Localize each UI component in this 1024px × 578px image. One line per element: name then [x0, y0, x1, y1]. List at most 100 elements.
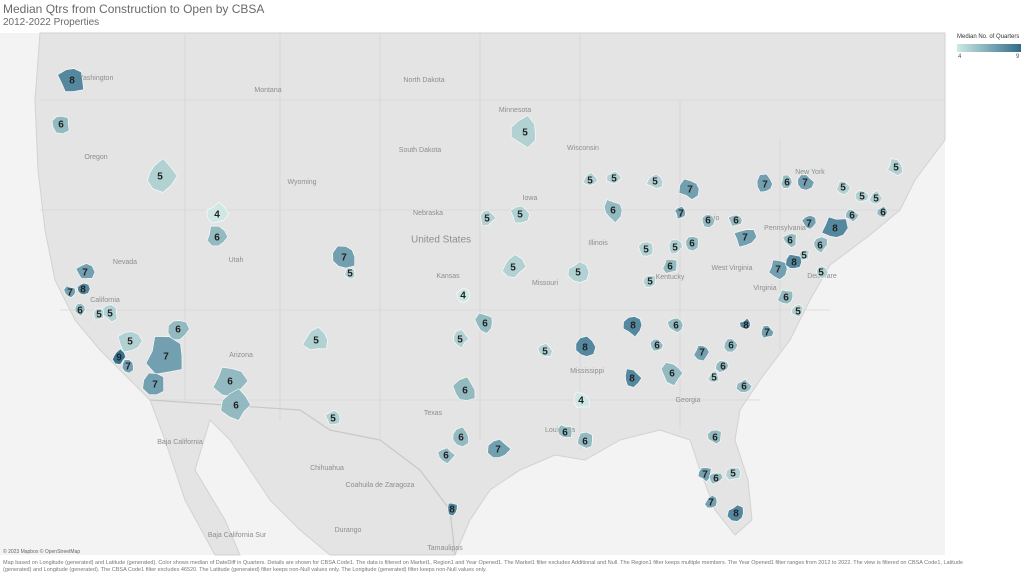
cbsa-region — [575, 335, 597, 357]
cbsa-region — [876, 205, 889, 219]
cbsa-region — [668, 238, 684, 255]
region-label: 5 — [457, 335, 463, 346]
region-label: 5 — [859, 192, 865, 203]
region-label: 6 — [689, 239, 695, 250]
region-label: 6 — [458, 433, 464, 444]
region-label: 6 — [787, 236, 793, 247]
map-label: Montana — [254, 87, 281, 94]
region-label: 8 — [80, 285, 86, 296]
region-label: 5 — [611, 174, 617, 185]
region-label: 9 — [116, 353, 122, 364]
map-label: Georgia — [676, 397, 701, 404]
cbsa-region — [487, 438, 512, 458]
region-label: 4 — [214, 210, 220, 221]
region-label: 5 — [484, 214, 490, 225]
map-label: Kentucky — [656, 274, 685, 281]
map-label: Missouri — [532, 280, 559, 287]
cbsa-region — [816, 265, 829, 279]
cbsa-region — [206, 225, 229, 247]
cbsa-region — [674, 206, 686, 220]
map-label: Wisconsin — [567, 145, 599, 152]
cbsa-region — [649, 338, 664, 352]
cbsa-region — [437, 447, 456, 465]
cbsa-region — [797, 174, 815, 191]
map-label: Tamaulipas — [427, 545, 463, 552]
cbsa-region — [452, 376, 476, 401]
region-label: 6 — [783, 293, 789, 304]
map-label: Mississippi — [570, 368, 604, 375]
region-label: 7 — [82, 268, 88, 279]
cbsa-region — [845, 208, 860, 223]
map-label: North Dakota — [403, 77, 444, 84]
region-label: 6 — [610, 206, 616, 217]
region-label: 5 — [647, 277, 653, 288]
region-label: 6 — [482, 319, 488, 330]
map-label: Baja California Sur — [208, 532, 267, 539]
cbsa-region — [790, 303, 804, 318]
cbsa-region — [704, 494, 718, 509]
legend-min: 4 — [958, 54, 962, 60]
region-label: 7 — [702, 470, 708, 481]
region-label: 4 — [460, 291, 466, 302]
region-label: 5 — [873, 194, 879, 205]
region-label: 7 — [806, 219, 812, 230]
cbsa-region — [474, 312, 493, 334]
map-label: Utah — [229, 257, 244, 264]
region-label: 6 — [214, 233, 220, 244]
cbsa-region — [707, 370, 720, 383]
region-label: 5 — [730, 469, 736, 480]
map-label: Nevada — [113, 259, 137, 266]
cbsa-region — [557, 424, 573, 438]
region-label: 6 — [669, 369, 675, 380]
cbsa-region — [77, 282, 91, 296]
cbsa-region — [502, 254, 527, 278]
map-label: Pennsylvania — [764, 225, 806, 232]
cbsa-region — [112, 348, 127, 365]
cbsa-region — [121, 359, 134, 374]
region-label: 6 — [741, 382, 747, 393]
region-label: 8 — [629, 374, 635, 385]
legend-gradient — [957, 44, 1021, 52]
map-label: South Dakota — [399, 147, 442, 154]
region-label: 5 — [347, 269, 353, 280]
region-label: 8 — [791, 258, 797, 269]
footnote: Map based on Longitude (generated) and L… — [3, 560, 964, 573]
region-label: 5 — [517, 210, 523, 221]
cbsa-region — [332, 245, 356, 269]
title: Median Qtrs from Construction to Open by… — [3, 2, 265, 16]
map-label: Arizona — [229, 352, 253, 359]
region-label: 8 — [630, 321, 636, 332]
region-label: 5 — [510, 263, 516, 274]
cbsa-region — [453, 329, 470, 349]
cbsa-region — [63, 285, 77, 298]
region-label: 5 — [330, 414, 336, 425]
region-label: 7 — [775, 265, 781, 276]
cbsa-region — [582, 172, 599, 186]
cbsa-region — [723, 338, 739, 353]
region-label: 7 — [67, 288, 73, 299]
legend-title: Median No. of Quarters — [957, 34, 1020, 40]
region-label: 5 — [522, 128, 528, 139]
cbsa-region — [637, 241, 654, 257]
region-label: 7 — [495, 445, 501, 456]
land — [34, 32, 946, 556]
region-label: 6 — [817, 241, 823, 252]
map-label: Durango — [335, 527, 362, 534]
cbsa-region — [836, 180, 851, 196]
region-label: 8 — [743, 321, 749, 332]
region-label: 6 — [443, 451, 449, 462]
region-label: 6 — [849, 211, 855, 222]
region-label: 8 — [832, 224, 838, 235]
region-label: 8 — [449, 505, 455, 516]
cbsa-region — [739, 317, 751, 330]
region-label: 8 — [733, 509, 739, 520]
cbsa-region — [760, 325, 775, 339]
map-label: Baja California — [157, 439, 203, 446]
cbsa-region — [821, 216, 849, 238]
map-label: Virginia — [753, 285, 776, 292]
region-label: 5 — [157, 172, 163, 183]
cbsa-region — [147, 157, 178, 193]
cbsa-region — [725, 467, 741, 481]
